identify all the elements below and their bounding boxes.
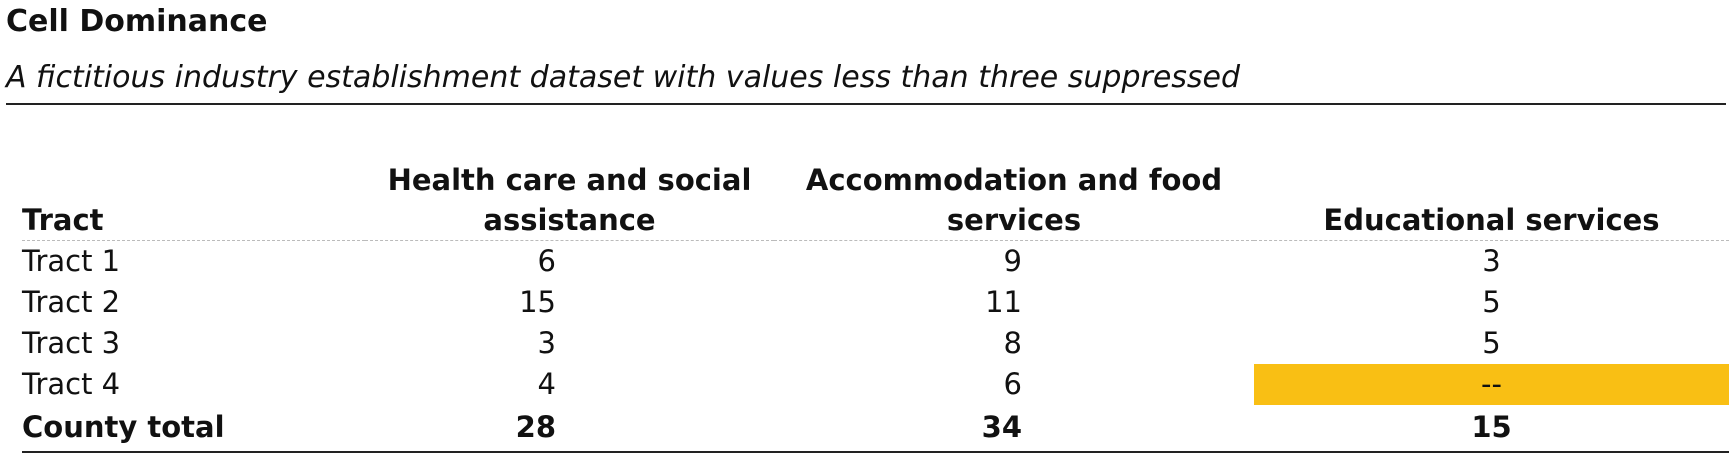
cell: 34 <box>981 410 1022 444</box>
cell: 9 <box>1003 243 1022 278</box>
cell: 3 <box>537 325 556 360</box>
cell: -- <box>1254 363 1729 405</box>
row-label: Tract 1 <box>22 243 121 278</box>
table-row: Tract 1 6 9 3 <box>22 240 1729 282</box>
column-header: Tract <box>22 202 104 237</box>
cell: 6 <box>537 243 556 278</box>
table-row: Tract 4 4 6 -- <box>22 363 1729 405</box>
cell: 15 <box>519 284 556 319</box>
cell: 5 <box>1482 325 1501 360</box>
table-body: Tract 1 6 9 3 Tract 2 15 11 5 Tract 3 3 8 5 Tract 4 4… <box>22 240 1729 452</box>
title: Cell Dominance <box>6 4 268 39</box>
cell: 11 <box>985 284 1022 319</box>
table-row: County total 28 34 15 <box>22 405 1729 452</box>
column-header: Health care and social assistance <box>387 162 752 237</box>
cell: 15 <box>1471 410 1512 444</box>
cell: 4 <box>537 366 556 401</box>
cell: 8 <box>1003 325 1022 360</box>
row-label: Tract 2 <box>22 284 121 319</box>
cell: 5 <box>1482 284 1501 319</box>
data-table: Tract Health care and social assistance Ac… <box>22 140 1729 453</box>
cell: 3 <box>1482 243 1501 278</box>
column-header: Educational services <box>1323 202 1660 237</box>
row-label: County total <box>22 410 225 444</box>
cell: 28 <box>515 410 556 444</box>
row-label: Tract 3 <box>22 325 121 360</box>
table-row: Tract 2 15 11 5 <box>22 282 1729 323</box>
cell: 6 <box>1003 366 1022 401</box>
column-header: Accommodation and food services <box>805 162 1223 237</box>
row-label: Tract 4 <box>22 366 121 401</box>
table-row: Tract 3 3 8 5 <box>22 323 1729 364</box>
header-row: Tract Health care and social assistance Ac… <box>22 140 1729 240</box>
subtitle: A fictitious industry establishment data… <box>6 60 1726 105</box>
